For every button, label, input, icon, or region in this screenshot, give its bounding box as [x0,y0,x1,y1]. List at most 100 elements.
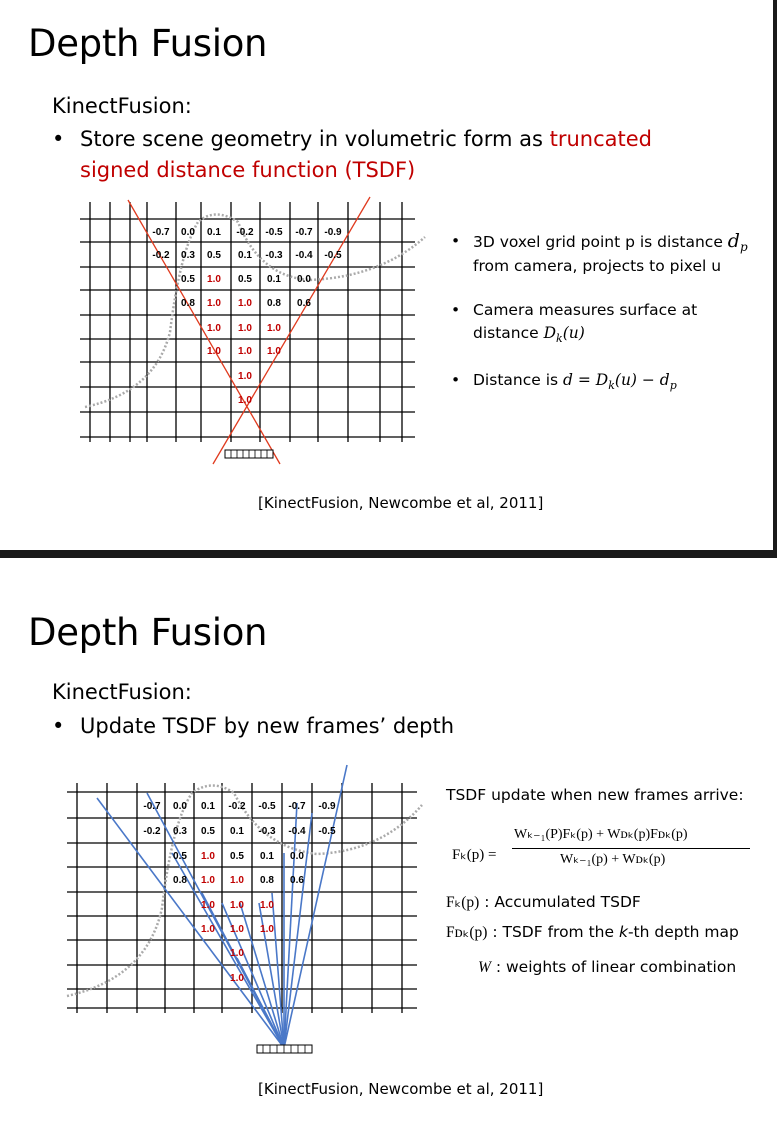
grid-cell-value: -0.9 [318,801,336,812]
grid-cell-value: 0.6 [290,875,304,886]
slide-2: Depth Fusion KinectFusion: • Update TSDF… [0,558,777,1138]
grid-cell-value: 0.5 [201,826,215,837]
grid-cell-value: 1.0 [267,346,281,357]
tsdf-grid-figure: -0.7 0.0 0.1 -0.2 -0.5 -0.7 -0.9 -0.2 0.3 0.5 0.1 -… [80,196,426,465]
grid-cell-value: -0.3 [265,250,283,261]
grid-cell-value: 0.1 [230,826,244,837]
grid-cell-value: 1.0 [230,973,244,984]
grid-cell-value: 0.6 [297,298,311,309]
grid-cell-value: -0.5 [258,801,276,812]
slide-right-border [773,0,777,550]
depth-ray [96,797,285,1049]
grid-cell-value: 0.5 [238,274,252,285]
grid-cell-value: -0.7 [295,227,313,238]
grid-cell-value: -0.3 [258,826,276,837]
grid-cell-value: -0.5 [324,250,342,261]
slide-subtitle: KinectFusion: [52,94,192,118]
grid-cell-value: 1.0 [230,948,244,959]
legend-item-weights: W : weights of linear combination [478,958,737,976]
grid-cell-value: 0.0 [290,851,304,862]
grid-cell-value: 1.0 [207,274,221,285]
grid-cell-value: 0.1 [267,274,281,285]
grid-cell-value: 0.1 [201,801,215,812]
grid-cell-value: 0.3 [173,826,187,837]
legend-item-accumulated: Fₖ(p) : Accumulated TSDF [446,893,641,911]
grid-cell-value: 1.0 [238,323,252,334]
grid-cell-value: 1.0 [260,924,274,935]
grid-cell-value: 1.0 [201,900,215,911]
grid-cell-value: 0.1 [207,227,221,238]
camera-icon [256,1044,313,1054]
grid-cell-value: 0.3 [181,250,195,261]
citation: [KinectFusion, Newcombe et al, 2011] [258,494,544,512]
grid-cell-value: 0.5 [173,851,187,862]
depth-ray [283,812,313,1049]
grid-cell-value: 1.0 [267,323,281,334]
grid-cell-value: -0.2 [236,227,254,238]
bullet-highlight-continued: signed distance function (TSDF) [80,158,416,182]
grid-cell-value: 1.0 [207,323,221,334]
grid-cell-value: 0.0 [181,227,195,238]
frustum-ray-left [127,199,281,465]
citation: [KinectFusion, Newcombe et al, 2011] [258,1080,544,1098]
bullet-dot: • [52,714,65,738]
grid-cell-value: 0.8 [181,298,195,309]
frustum-ray-right [212,196,371,465]
grid-cell-value: -0.7 [152,227,170,238]
depth-ray [258,902,285,1049]
depth-ray [171,852,285,1049]
grid-cell-value: 1.0 [238,298,252,309]
update-header: TSDF update when new frames arrive: [446,786,744,804]
grid-cell-value: -0.4 [288,826,306,837]
grid-cell-value: 0.8 [267,298,281,309]
grid-cell-value: 0.8 [260,875,274,886]
fraction-bar [512,848,750,849]
depth-ray [271,892,285,1049]
grid-cell-value: -0.4 [295,250,313,261]
depth-ray [221,902,285,1049]
grid-cell-value: 1.0 [238,371,252,382]
grid-cell-value: 0.8 [173,875,187,886]
grid-cell-value: 0.0 [297,274,311,285]
grid-cell-value: -0.9 [324,227,342,238]
grid-cell-value: 0.5 [181,274,195,285]
grid-cell-value: 1.0 [238,395,252,406]
grid-cell-value: -0.5 [265,227,283,238]
grid-cell-value: 0.5 [207,250,221,261]
grid-cell-value: -0.5 [318,826,336,837]
depth-ray [239,902,285,1049]
legend-item-depth-map: Fᴅₖ(p) : TSDF from the k-th depth map [446,923,739,941]
bullet-text: Update TSDF by new frames’ depth [80,714,455,738]
slide-divider [0,550,777,558]
grid-cell-value: 1.0 [230,924,244,935]
grid-cell-value: 1.0 [230,875,244,886]
grid-cell-value: 1.0 [207,346,221,357]
depth-ray [283,764,348,1049]
grid-cell-value: 0.5 [230,851,244,862]
grid-cell-value: 0.1 [260,851,274,862]
slide-1: Depth Fusion KinectFusion: • Store scene… [0,0,777,550]
grid-cell-value: 1.0 [201,875,215,886]
slide-title: Depth Fusion [28,22,268,65]
grid-cell-value: 1.0 [238,346,252,357]
equation-denominator: Wₖ₋₁(p) + Wᴅₖ(p) [560,852,666,867]
equation-lhs: Fₖ(p) = [452,847,497,863]
slide-title: Depth Fusion [28,611,268,654]
bullet-highlight: truncated [549,127,652,151]
grid-cell-value: -0.2 [152,250,170,261]
depth-ray [283,802,298,1049]
fused-rays [96,764,348,1049]
surface-curve [84,213,426,409]
bullet-text: Store scene geometry in volumetric form … [80,127,550,151]
bullet-dot: • [52,127,65,151]
tsdf-update-figure: -0.7 0.0 0.1 -0.2 -0.5 -0.7 -0.9 -0.2 0.3 0.5 0.1 -… [66,764,423,1054]
grid-cell-value: -0.7 [288,801,306,812]
grid-cell-value: 1.0 [201,851,215,862]
grid-cell-value: 1.0 [201,924,215,935]
grid-cell-value: 0.0 [173,801,187,812]
grid-cell-value: -0.2 [143,826,161,837]
grid-cell-value: -0.7 [143,801,161,812]
grid-cell-value: -0.2 [228,801,246,812]
depth-ray [236,957,285,1049]
equation-numerator: Wₖ₋₁(P)Fₖ(p) + Wᴅₖ(p)Fᴅₖ(p) [514,827,688,842]
